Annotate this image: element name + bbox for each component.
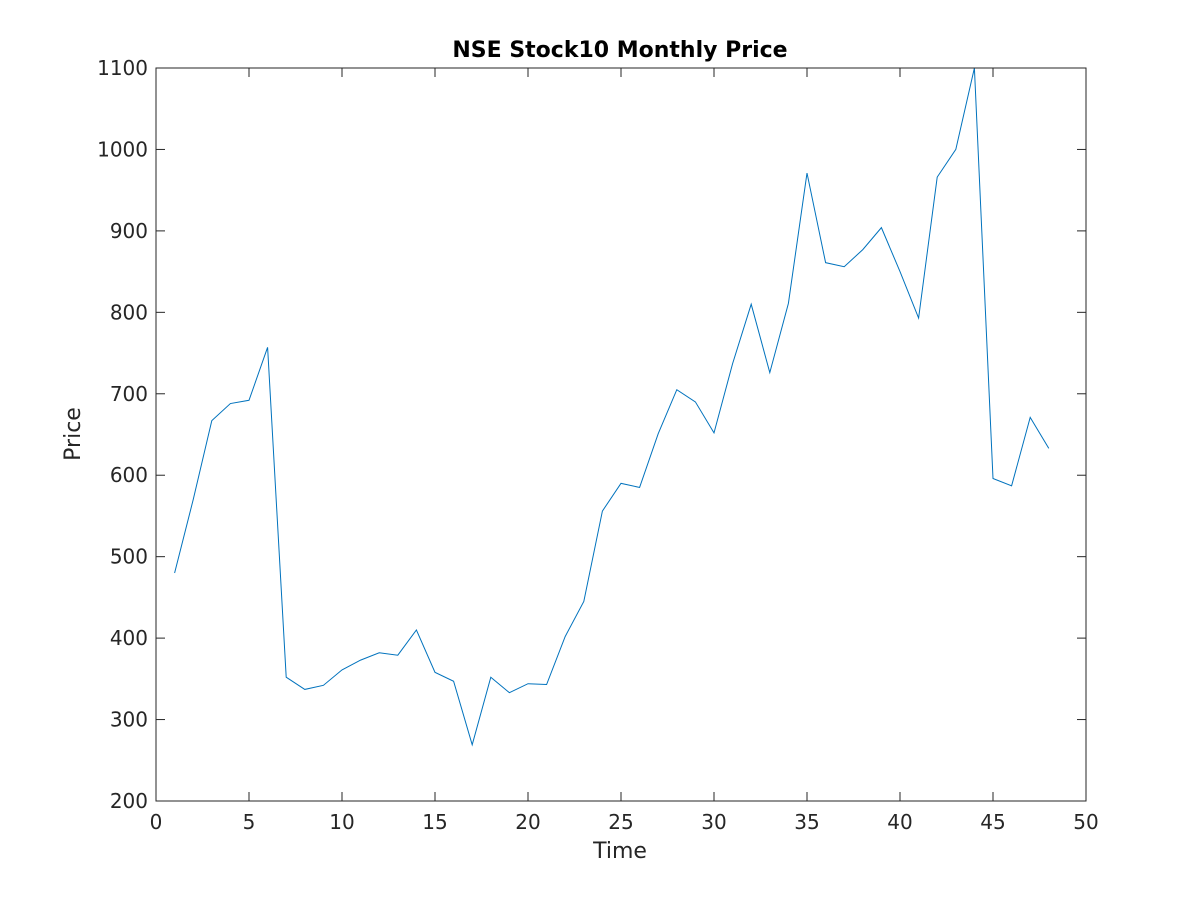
x-tick-label: 25 — [608, 810, 633, 834]
x-tick-label: 50 — [1073, 810, 1098, 834]
series-layer — [174, 67, 1050, 747]
y-tick-label: 600 — [110, 463, 148, 487]
y-tick-label: 700 — [110, 382, 148, 406]
y-tick-label: 800 — [110, 300, 148, 324]
x-axis-label: Time — [592, 839, 647, 864]
y-tick-label: 400 — [110, 626, 148, 650]
x-tick-label: 0 — [150, 810, 163, 834]
x-tick-label: 40 — [887, 810, 912, 834]
y-tick-label: 500 — [110, 545, 148, 569]
chart-title: NSE Stock10 Monthly Price — [452, 38, 787, 63]
y-tick-label: 300 — [110, 708, 148, 732]
x-tick-label: 45 — [980, 810, 1005, 834]
y-tick-label: 900 — [110, 219, 148, 243]
tick-labels: 0 5 10 15 20 25 30 35 40 45 50 200 300 400 500 600 700 80… — [97, 56, 1099, 834]
y-tick-label: 1000 — [97, 137, 148, 161]
series-line — [174, 67, 1050, 747]
plot-frame — [155, 67, 1087, 802]
x-tick-label: 15 — [422, 810, 447, 834]
y-tick-label: 1100 — [97, 56, 148, 80]
x-tick-label: 35 — [794, 810, 819, 834]
x-tick-label: 5 — [243, 810, 256, 834]
x-tick-label: 20 — [515, 810, 540, 834]
x-tick-label: 30 — [701, 810, 726, 834]
y-tick-label: 200 — [110, 789, 148, 813]
x-tick-label: 10 — [329, 810, 354, 834]
y-axis-label: Price — [61, 407, 86, 461]
plot-area — [156, 68, 1086, 801]
